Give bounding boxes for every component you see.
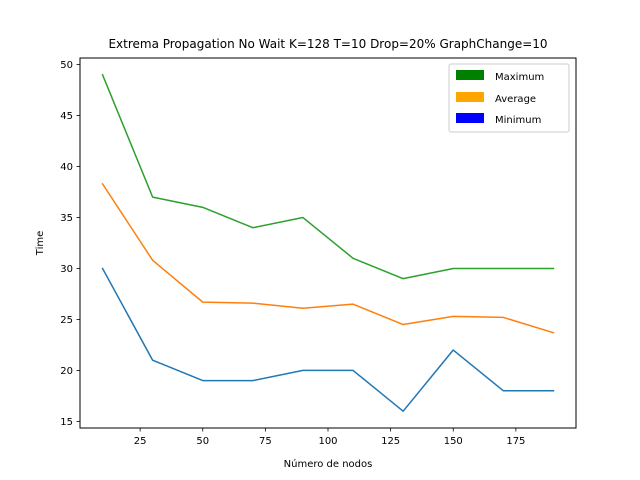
x-tick-label: 50 [196, 436, 209, 447]
y-tick-label: 20 [60, 366, 73, 377]
x-axis-label: Número de nodos [284, 458, 373, 470]
y-tick-label: 30 [60, 264, 73, 275]
legend-swatch-average [456, 92, 484, 102]
x-tick-label: 75 [259, 436, 272, 447]
legend: Maximum Average Minimum [448, 63, 570, 133]
y-axis-ticks: 15 20 25 30 35 40 45 50 [60, 60, 80, 428]
legend-swatch-maximum [456, 70, 484, 80]
x-tick-label: 25 [134, 436, 147, 447]
series-layer [101, 73, 555, 412]
plot-area: 25 50 75 100 125 150 175 15 20 25 30 35 40 45 50 [60, 57, 577, 447]
x-tick-label: 100 [318, 436, 337, 447]
legend-label-minimum: Minimum [495, 115, 541, 126]
y-tick-label: 50 [60, 60, 73, 71]
y-tick-label: 45 [60, 111, 73, 122]
series-line-maximum [101, 73, 555, 280]
x-tick-label: 125 [381, 436, 400, 447]
x-tick-label: 175 [506, 436, 525, 447]
y-tick-label: 25 [60, 315, 73, 326]
legend-swatch-minimum [456, 113, 484, 123]
y-axis-label: Time [35, 231, 46, 256]
y-tick-label: 35 [60, 213, 73, 224]
y-tick-label: 15 [60, 417, 73, 428]
x-tick-label: 150 [444, 436, 463, 447]
legend-label-average: Average [495, 94, 536, 105]
series-line-minimum [101, 267, 555, 412]
series-line-average [101, 182, 555, 334]
chart-title: Extrema Propagation No Wait K=128 T=10 D… [108, 37, 547, 51]
x-axis-ticks: 25 50 75 100 125 150 175 [134, 428, 525, 447]
y-tick-label: 40 [60, 162, 73, 173]
legend-label-maximum: Maximum [495, 72, 544, 83]
